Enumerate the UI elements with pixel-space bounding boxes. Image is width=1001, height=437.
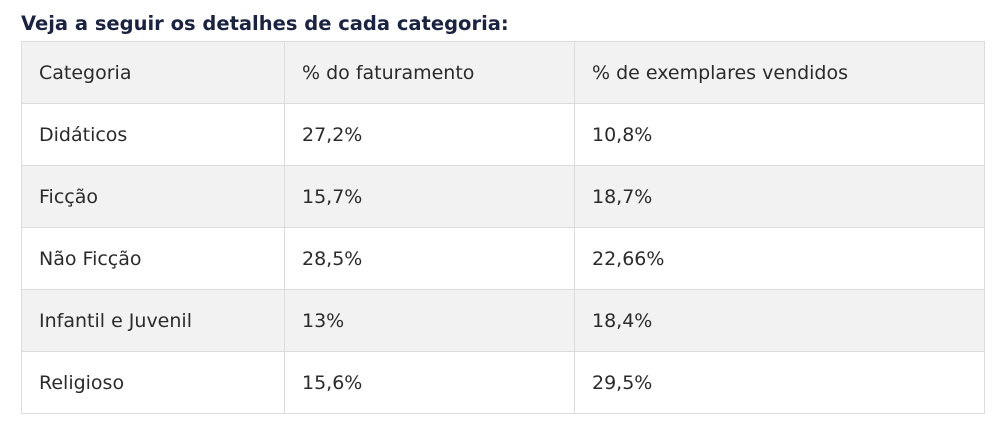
column-header-faturamento: % do faturamento bbox=[284, 41, 575, 104]
revenue-share-cell: 27,2% bbox=[284, 103, 575, 166]
category-cell: Didáticos bbox=[21, 103, 285, 166]
category-cell: Religioso bbox=[21, 351, 285, 414]
revenue-share-cell: 15,6% bbox=[284, 351, 575, 414]
table-row: Didáticos 27,2% 10,8% bbox=[21, 103, 985, 166]
category-cell: Ficção bbox=[21, 165, 285, 228]
revenue-share-cell: 13% bbox=[284, 289, 575, 352]
column-header-exemplares: % de exemplares vendidos bbox=[574, 41, 985, 104]
revenue-share-cell: 15,7% bbox=[284, 165, 575, 228]
copies-sold-share-cell: 18,7% bbox=[574, 165, 985, 228]
category-cell: Não Ficção bbox=[21, 227, 285, 290]
section-heading: Veja a seguir os detalhes de cada catego… bbox=[21, 12, 509, 35]
copies-sold-share-cell: 18,4% bbox=[574, 289, 985, 352]
table-row: Não Ficção 28,5% 22,66% bbox=[21, 227, 985, 290]
copies-sold-share-cell: 29,5% bbox=[574, 351, 985, 414]
table-row: Ficção 15,7% 18,7% bbox=[21, 165, 985, 228]
table-row: Infantil e Juvenil 13% 18,4% bbox=[21, 289, 985, 352]
copies-sold-share-cell: 22,66% bbox=[574, 227, 985, 290]
table-row: Religioso 15,6% 29,5% bbox=[21, 351, 985, 414]
revenue-share-cell: 28,5% bbox=[284, 227, 575, 290]
column-header-categoria: Categoria bbox=[21, 41, 285, 104]
copies-sold-share-cell: 10,8% bbox=[574, 103, 985, 166]
category-cell: Infantil e Juvenil bbox=[21, 289, 285, 352]
category-table: Categoria % do faturamento % de exemplar… bbox=[21, 41, 985, 414]
table-header-row: Categoria % do faturamento % de exemplar… bbox=[21, 41, 985, 104]
